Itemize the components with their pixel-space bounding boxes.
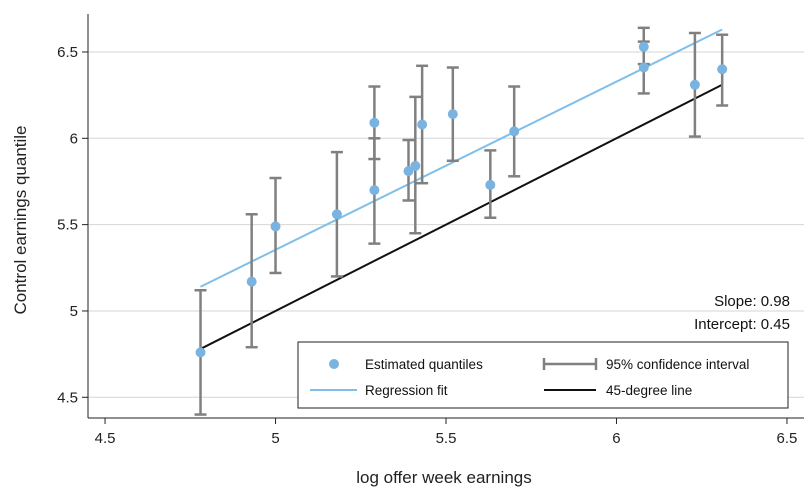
data-point (717, 64, 728, 75)
intercept-annotation: Intercept: 0.45 (694, 316, 790, 333)
legend-marker-estimated-quantiles (329, 359, 339, 369)
legend: Estimated quantiles 95% confidence inter… (297, 341, 789, 409)
legend-label-regression-fit: Regression fit (365, 383, 448, 398)
legend-label-45-degree-line: 45-degree line (606, 383, 692, 398)
x-tick-label: 6 (612, 430, 620, 447)
data-point (403, 166, 414, 177)
x-axis-ticks: 4.5 5 5.5 6 6.5 (95, 418, 798, 447)
legend-label-confidence-interval: 95% confidence interval (606, 357, 749, 372)
data-point (410, 160, 421, 171)
diagonal-line (200, 83, 723, 350)
data-point (270, 221, 281, 232)
legend-symbol-ci (542, 358, 598, 370)
data-point (369, 185, 380, 196)
x-tick-label: 4.5 (95, 430, 116, 447)
y-axis-title: Control earnings quantile (11, 125, 30, 314)
data-point (331, 209, 342, 220)
x-tick-label: 5 (271, 430, 279, 447)
y-tick-label: 5.5 (57, 217, 78, 234)
data-point (447, 109, 458, 120)
data-point (195, 347, 206, 358)
x-tick-label: 5.5 (436, 430, 457, 447)
y-tick-label: 6 (70, 130, 78, 147)
y-tick-label: 5 (70, 303, 78, 320)
legend-box (297, 341, 789, 409)
data-point (638, 41, 649, 52)
data-point (509, 126, 520, 137)
data-point (369, 117, 380, 128)
y-tick-label: 6.5 (57, 44, 78, 61)
data-point (485, 179, 496, 190)
x-axis-title: log offer week earnings (356, 468, 531, 487)
y-tick-label: 4.5 (57, 389, 78, 406)
data-point (638, 62, 649, 73)
points-layer (195, 41, 728, 358)
data-point (689, 79, 700, 90)
data-point (417, 119, 428, 130)
x-tick-label: 6.5 (777, 430, 798, 447)
data-point (246, 276, 257, 287)
legend-label-estimated-quantiles: Estimated quantiles (365, 357, 483, 372)
regression-line (200, 28, 723, 288)
diagonal-layer (200, 83, 723, 350)
slope-annotation: Slope: 0.98 (714, 293, 790, 310)
y-axis-ticks: 4.5 5 5.5 6 6.5 (57, 44, 88, 406)
regression-layer (200, 28, 723, 288)
